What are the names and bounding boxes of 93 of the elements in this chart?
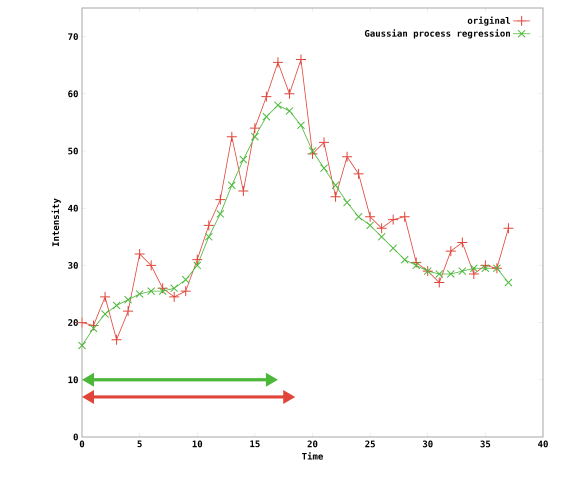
point	[456, 237, 468, 248]
point	[88, 320, 100, 331]
point	[332, 181, 340, 190]
point	[203, 220, 214, 231]
point	[307, 148, 318, 160]
y-tick-label: 40	[68, 204, 78, 212]
point	[78, 341, 86, 350]
x-tick-label: 20	[308, 440, 318, 448]
point	[76, 317, 88, 328]
point	[136, 290, 144, 298]
point	[399, 211, 410, 222]
point	[470, 264, 478, 272]
point	[101, 310, 110, 318]
y-tick-label: 60	[68, 90, 78, 98]
y-tick-label: 20	[68, 319, 78, 326]
point	[342, 151, 353, 162]
point	[216, 210, 224, 218]
point	[366, 221, 374, 230]
y-tick-label: 30	[68, 262, 78, 269]
point	[468, 268, 480, 280]
point	[192, 254, 203, 266]
point	[318, 136, 330, 148]
point	[481, 264, 490, 272]
point	[262, 112, 270, 121]
point	[249, 122, 260, 134]
point	[412, 261, 420, 270]
x-tick-label: 40	[538, 440, 548, 448]
point	[111, 334, 122, 346]
point	[285, 106, 294, 115]
point	[180, 286, 192, 297]
point	[388, 214, 399, 226]
point	[376, 222, 388, 234]
point	[389, 244, 398, 252]
point	[364, 211, 376, 222]
point	[182, 276, 190, 284]
x-axis-title: Time	[302, 452, 323, 460]
point	[157, 282, 168, 294]
point	[168, 291, 180, 302]
y-axis-title: Intensity	[52, 198, 61, 246]
point	[320, 164, 328, 172]
point	[134, 248, 146, 260]
point	[272, 56, 284, 68]
point	[400, 256, 409, 264]
point	[308, 146, 317, 156]
point	[446, 270, 455, 278]
point	[226, 131, 238, 142]
point	[193, 261, 202, 270]
point	[147, 287, 156, 296]
x-tick-label: 35	[480, 440, 490, 448]
point	[284, 88, 295, 100]
point	[122, 306, 134, 317]
x-tick-label: 0	[80, 440, 84, 448]
point	[354, 212, 363, 221]
point	[112, 301, 121, 310]
point	[504, 278, 512, 287]
point	[434, 277, 445, 288]
legend-label: original	[468, 16, 510, 26]
point	[214, 194, 226, 206]
point	[250, 132, 259, 141]
point	[410, 257, 422, 268]
x-tick-label: 10	[192, 440, 202, 448]
point	[228, 181, 236, 190]
point	[445, 246, 456, 257]
point	[204, 232, 213, 241]
point	[89, 324, 98, 332]
x-tick-label: 30	[422, 440, 433, 448]
point	[239, 156, 248, 164]
point	[238, 186, 249, 197]
point	[502, 222, 514, 234]
point	[353, 168, 364, 180]
point	[378, 232, 386, 241]
x-tick-label: 25	[365, 440, 375, 448]
point	[480, 260, 491, 271]
legend-label: Gaussian process regression	[364, 29, 510, 38]
point	[260, 91, 272, 102]
point	[458, 267, 466, 276]
x-tick-label: 5	[138, 440, 142, 448]
y-tick-label: 50	[68, 148, 78, 154]
point	[435, 270, 444, 278]
point	[100, 291, 111, 302]
point	[158, 287, 167, 296]
y-tick-label: 70	[68, 33, 78, 40]
point	[170, 284, 178, 292]
point	[296, 121, 306, 130]
x-tick-label: 15	[250, 440, 260, 448]
point	[295, 54, 306, 65]
point	[274, 101, 282, 110]
y-tick-label: 10	[68, 376, 78, 384]
point	[343, 198, 352, 207]
y-tick-label: 0	[74, 434, 78, 440]
point	[146, 260, 157, 271]
point	[330, 191, 342, 202]
point	[124, 296, 132, 304]
